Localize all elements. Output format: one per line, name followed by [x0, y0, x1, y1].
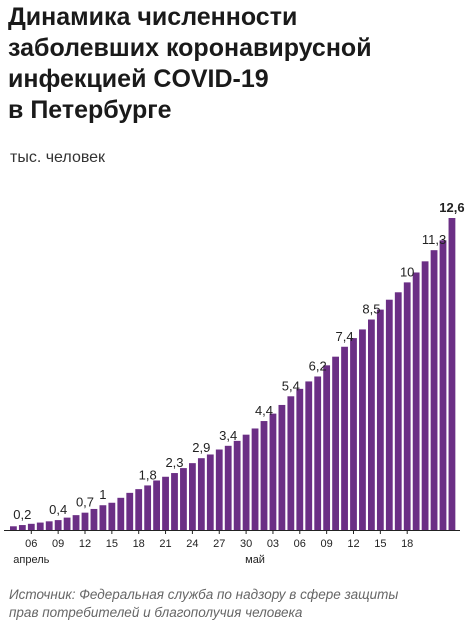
title-line: в Петербурге [8, 96, 172, 124]
data-label: 0,2 [13, 507, 31, 522]
bar [206, 454, 214, 530]
unit-label: тыс. человек [10, 149, 106, 166]
bar [403, 282, 411, 530]
x-tick-label: 21 [159, 538, 171, 550]
x-tick-label: 12 [79, 538, 91, 550]
bar [233, 440, 241, 530]
bar [18, 525, 26, 530]
bar [421, 261, 429, 530]
bar [135, 489, 143, 530]
bar [63, 517, 71, 530]
bar [412, 272, 420, 530]
x-tick-label: 27 [213, 538, 225, 550]
bar [439, 240, 447, 530]
source-line: прав потребителей и благополучия человек… [9, 605, 303, 620]
bar [368, 319, 375, 530]
bar [251, 428, 259, 530]
bar [269, 413, 277, 530]
bar [99, 505, 107, 530]
bar [126, 492, 134, 530]
data-label: 1 [99, 487, 106, 502]
bar [448, 218, 456, 530]
data-label: 7,4 [336, 329, 354, 344]
bar [314, 376, 322, 530]
data-label: 5,4 [282, 378, 300, 393]
bar [45, 521, 53, 530]
data-label: 3,4 [219, 428, 237, 443]
bar [153, 480, 160, 530]
data-label: 12,6 [439, 200, 464, 215]
bar [10, 526, 17, 530]
bar [215, 449, 223, 530]
bar [117, 497, 125, 530]
bar [430, 250, 438, 530]
bar [359, 329, 366, 530]
bar [36, 522, 44, 530]
data-label: 2,3 [165, 455, 183, 470]
bar [197, 458, 205, 530]
x-tick-label: 30 [240, 538, 252, 550]
x-tick-label: 03 [267, 538, 279, 550]
data-label: 8,5 [362, 302, 380, 317]
x-tick-label: 18 [133, 538, 145, 550]
bar [385, 299, 393, 530]
bar-chart: 0,2 0,4 0,7 1 1,8 2,3 2,9 3,4 4,4 5,4 6,2 7,4 8,5 10 1… [4, 200, 465, 566]
data-label: 0,4 [49, 502, 67, 517]
title-line: заболевших коронавирусной [8, 34, 372, 62]
bar [287, 396, 295, 530]
month-label: апрель [13, 554, 49, 566]
title-line: инфекцией COVID-19 [8, 65, 269, 93]
data-label: 11,3 [422, 232, 446, 247]
bar [27, 523, 35, 530]
bar [296, 388, 304, 530]
bar [332, 356, 339, 530]
bar [162, 476, 169, 530]
bar [376, 309, 384, 530]
data-label: 10 [400, 264, 414, 279]
bar [305, 381, 313, 530]
bar [144, 485, 152, 530]
bar [260, 421, 268, 530]
bar [72, 515, 80, 530]
title-line: Динамика численности [8, 3, 298, 31]
bar [171, 473, 178, 530]
bar [180, 468, 187, 530]
data-label: 2,9 [192, 440, 210, 455]
bar [108, 502, 116, 530]
x-tick-label: 12 [347, 538, 359, 550]
x-tick-label: 09 [321, 538, 333, 550]
source-line: Источник: Федеральная служба по надзору … [9, 587, 399, 602]
bar [54, 520, 62, 530]
data-label: 0,7 [76, 495, 94, 510]
chart-title: Динамика численности заболевших коронави… [8, 2, 464, 126]
x-tick-label: 06 [25, 538, 37, 550]
bar [341, 346, 348, 530]
x-tick-label: 15 [106, 538, 118, 550]
data-label: 6,2 [309, 358, 327, 373]
bar [394, 292, 402, 530]
bar [242, 434, 250, 530]
bar [81, 512, 89, 530]
data-label: 1,8 [139, 467, 157, 482]
bar [224, 445, 232, 530]
bar [323, 365, 331, 530]
bar [189, 463, 196, 530]
bar [90, 508, 98, 530]
bar [278, 404, 286, 530]
x-tick-label: 09 [52, 538, 64, 550]
x-tick-label: 24 [186, 538, 198, 550]
bar [350, 338, 357, 530]
x-tick-label: 06 [294, 538, 306, 550]
data-label: 4,4 [255, 403, 273, 418]
x-tick-label: 18 [401, 538, 413, 550]
source-note: Источник: Федеральная служба по надзору … [9, 586, 465, 622]
x-tick-label: 15 [374, 538, 386, 550]
month-label: май [245, 554, 265, 566]
